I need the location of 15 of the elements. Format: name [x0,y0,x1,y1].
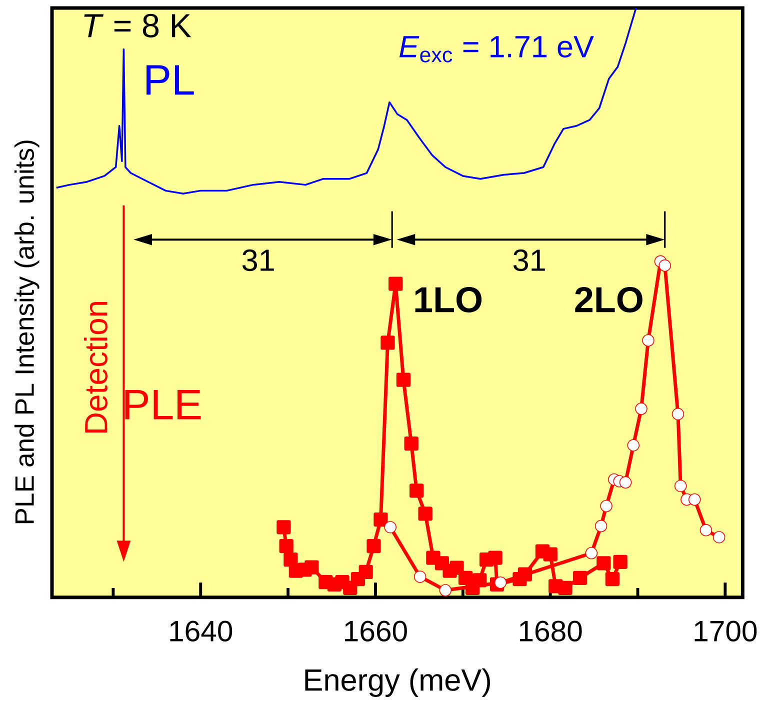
annotation: 31 [242,249,274,272]
series-label: PL [146,65,194,95]
text: PLE [125,390,201,420]
annotation: 31 [513,249,545,272]
annotation: 2LO [575,286,642,312]
y-axis-title: PLE and PL Intensity (arb. units) [14,140,40,524]
annotation: E$_{exc}$ = 1.71 eV [399,36,594,62]
annotation: T = 8 K [84,14,192,38]
x-axis-title: Energy (meV) [305,668,490,697]
x-tick-label: 1640 [170,620,232,642]
annotation: Detection [84,302,108,432]
x-tick-label: 1700 [694,620,757,642]
x-tick-label: 1680 [520,620,582,642]
x-tick-label: 1660 [345,620,407,642]
annotation: 1LO [415,286,482,312]
